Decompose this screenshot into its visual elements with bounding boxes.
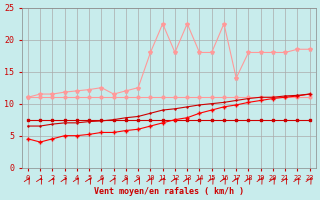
X-axis label: Vent moyen/en rafales ( km/h ): Vent moyen/en rafales ( km/h ) [94,187,244,196]
